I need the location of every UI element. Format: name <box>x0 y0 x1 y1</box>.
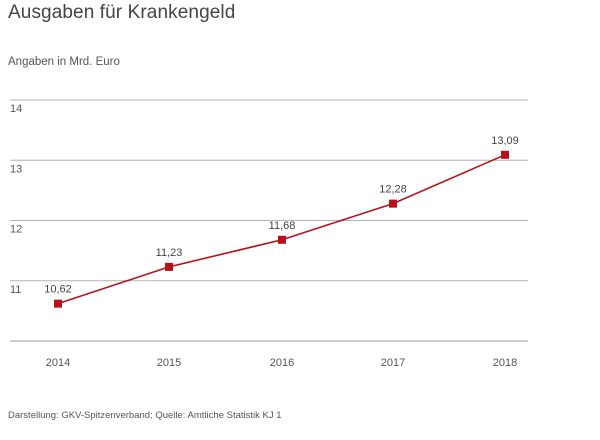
data-point-2018 <box>501 150 509 159</box>
data-point-2015 <box>165 262 173 271</box>
data-label-2018: 13,09 <box>491 135 519 147</box>
y-tick-label-11: 11 <box>10 284 21 296</box>
source-note: Darstellung: GKV-Spitzenverband; Quelle:… <box>8 410 282 421</box>
x-tick-label-2018: 2018 <box>493 357 517 369</box>
data-label-2014: 10,62 <box>44 284 72 296</box>
y-tick-label-14: 14 <box>10 103 22 115</box>
x-tick-label-2017: 2017 <box>381 357 405 369</box>
x-tick-label-2014: 2014 <box>46 357 70 369</box>
data-point-2016 <box>278 235 286 244</box>
data-label-2015: 11,23 <box>156 247 183 259</box>
x-tick-label-2015: 2015 <box>157 357 181 369</box>
data-point-2014 <box>54 299 62 308</box>
chart-title: Ausgaben für Krankengeld <box>8 2 236 23</box>
y-tick-label-12: 12 <box>10 224 22 236</box>
data-label-2016: 11,68 <box>269 220 296 232</box>
data-label-2017: 12,28 <box>379 184 407 196</box>
data-point-2017 <box>389 199 397 208</box>
x-tick-label-2016: 2016 <box>270 357 294 369</box>
chart-subtitle: Angaben in Mrd. Euro <box>8 56 120 68</box>
y-tick-label-13: 13 <box>10 163 22 175</box>
